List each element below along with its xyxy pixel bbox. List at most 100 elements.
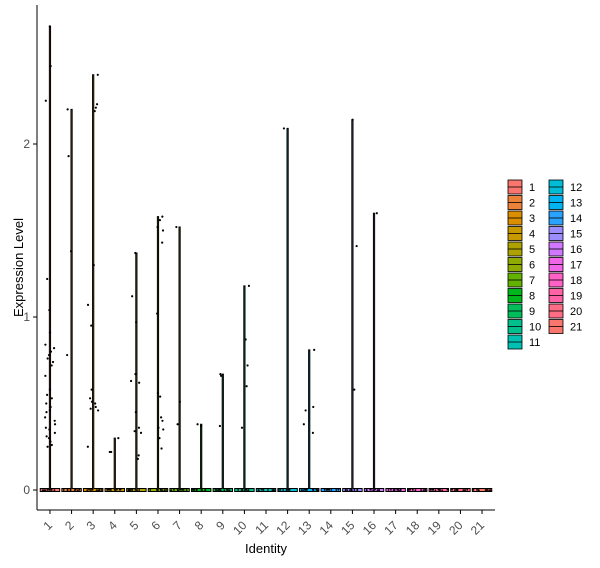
legend-item-17: 17 — [548, 257, 582, 272]
data-point — [156, 392, 160, 395]
violin-body — [234, 285, 255, 492]
x-axis-title: Identity — [245, 541, 287, 556]
data-point — [260, 488, 263, 491]
legend-item-1: 1 — [507, 179, 535, 195]
legend-item-16: 16 — [548, 241, 582, 257]
data-point — [138, 489, 141, 491]
data-point — [88, 397, 92, 400]
data-point — [302, 489, 304, 492]
legend-label: 20 — [570, 306, 582, 318]
violin-21 — [471, 488, 493, 492]
data-point — [328, 488, 331, 491]
data-point — [159, 416, 163, 419]
data-point — [464, 489, 467, 492]
data-point — [45, 411, 48, 414]
legend-label: 4 — [529, 229, 535, 241]
data-point — [411, 488, 414, 491]
data-point — [88, 488, 90, 491]
data-point — [409, 488, 412, 491]
data-point — [158, 219, 162, 222]
data-point — [370, 488, 372, 491]
data-point — [387, 489, 390, 491]
violin-body — [190, 423, 212, 492]
data-point — [137, 454, 140, 457]
y-tick-label: 0 — [23, 483, 30, 497]
data-point — [241, 488, 244, 491]
data-point — [330, 489, 333, 491]
legend-item-9: 9 — [507, 303, 535, 319]
violin-7 — [169, 225, 190, 492]
data-point — [196, 423, 199, 426]
data-point — [67, 155, 70, 158]
data-point — [44, 343, 47, 346]
data-point — [100, 489, 103, 491]
data-point — [156, 225, 159, 229]
x-tick-label: 4 — [105, 518, 120, 533]
data-point — [46, 393, 49, 396]
legend-label: 9 — [529, 306, 535, 318]
legend-item-19: 19 — [548, 288, 582, 303]
legend-label: 2 — [529, 198, 535, 210]
violin-2 — [61, 108, 82, 492]
data-point — [160, 488, 162, 491]
data-point — [311, 488, 314, 491]
legend-label: 10 — [529, 322, 541, 334]
violin-9 — [212, 372, 234, 492]
data-point — [47, 353, 51, 357]
violin-13 — [298, 348, 320, 492]
data-point — [240, 426, 244, 429]
data-point — [89, 489, 92, 491]
data-point — [48, 388, 52, 391]
data-point — [86, 445, 89, 448]
data-point — [353, 388, 356, 391]
data-point — [162, 428, 165, 431]
data-point — [246, 364, 249, 367]
violins — [39, 25, 493, 492]
violin-15 — [342, 118, 363, 492]
data-point — [69, 489, 72, 491]
data-point — [44, 99, 47, 102]
legend-label: 16 — [570, 244, 582, 256]
data-point — [175, 225, 178, 229]
data-point — [271, 489, 274, 491]
data-point — [50, 397, 53, 400]
data-point — [139, 431, 143, 435]
x-tick-label: 2 — [62, 518, 77, 533]
data-point — [302, 423, 305, 426]
data-point — [282, 127, 285, 130]
data-point — [355, 244, 358, 248]
legend-label: 19 — [570, 291, 582, 303]
x-tick-label: 7 — [170, 518, 185, 533]
data-point — [278, 489, 280, 491]
data-point — [304, 409, 307, 412]
data-point — [165, 489, 168, 491]
data-point — [94, 402, 97, 405]
data-point — [137, 426, 141, 429]
data-point — [129, 379, 133, 383]
data-point — [181, 488, 184, 491]
legend-label: 8 — [529, 291, 535, 303]
data-point — [227, 489, 229, 491]
violin-body — [126, 252, 147, 492]
data-point — [97, 409, 100, 412]
data-point — [131, 489, 134, 491]
data-point — [49, 350, 53, 353]
data-point — [434, 489, 437, 492]
legend-item-20: 20 — [548, 303, 582, 319]
violin-1 — [39, 25, 61, 492]
data-point — [127, 489, 130, 491]
data-point — [356, 489, 359, 492]
data-point — [78, 488, 81, 491]
violin-16 — [363, 212, 385, 492]
data-point — [53, 431, 56, 435]
data-point — [48, 409, 51, 412]
data-point — [50, 443, 53, 447]
data-point — [135, 321, 138, 324]
data-point — [131, 295, 134, 298]
data-point — [303, 488, 306, 491]
data-point — [267, 489, 269, 491]
data-point — [161, 241, 164, 244]
data-point — [44, 416, 47, 419]
data-point — [94, 106, 97, 109]
data-point — [300, 489, 303, 491]
